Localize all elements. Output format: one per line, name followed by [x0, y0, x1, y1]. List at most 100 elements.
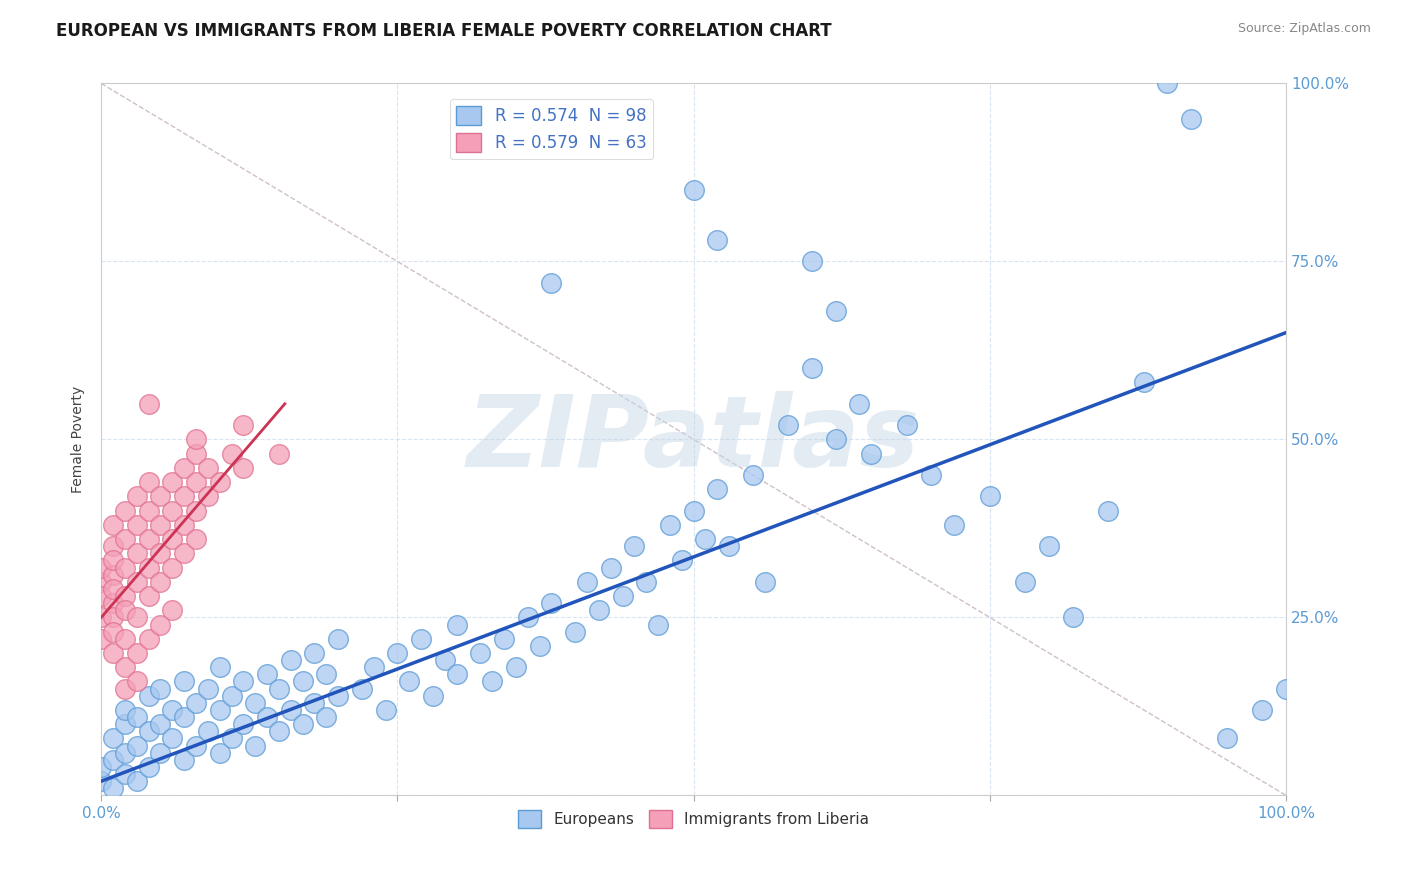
Point	[173, 710, 195, 724]
Point	[125, 610, 148, 624]
Point	[256, 710, 278, 724]
Point	[114, 603, 136, 617]
Point	[208, 660, 231, 674]
Point	[1251, 703, 1274, 717]
Point	[778, 418, 800, 433]
Point	[1038, 539, 1060, 553]
Point	[197, 461, 219, 475]
Point	[516, 610, 538, 624]
Point	[398, 674, 420, 689]
Point	[149, 574, 172, 589]
Point	[184, 433, 207, 447]
Point	[90, 610, 112, 624]
Point	[612, 589, 634, 603]
Point	[599, 560, 621, 574]
Point	[138, 632, 160, 646]
Point	[291, 674, 314, 689]
Point	[256, 667, 278, 681]
Point	[90, 774, 112, 789]
Point	[101, 610, 124, 624]
Point	[101, 624, 124, 639]
Point	[184, 739, 207, 753]
Point	[374, 703, 396, 717]
Point	[979, 489, 1001, 503]
Point	[718, 539, 741, 553]
Point	[896, 418, 918, 433]
Point	[162, 703, 184, 717]
Legend: Europeans, Immigrants from Liberia: Europeans, Immigrants from Liberia	[512, 805, 876, 834]
Point	[315, 667, 337, 681]
Point	[1133, 376, 1156, 390]
Point	[636, 574, 658, 589]
Point	[114, 703, 136, 717]
Point	[173, 674, 195, 689]
Point	[409, 632, 432, 646]
Point	[125, 489, 148, 503]
Point	[540, 276, 562, 290]
Point	[1215, 731, 1237, 746]
Point	[232, 418, 254, 433]
Point	[90, 574, 112, 589]
Point	[114, 632, 136, 646]
Point	[101, 646, 124, 660]
Point	[801, 254, 824, 268]
Point	[101, 781, 124, 796]
Point	[481, 674, 503, 689]
Point	[90, 760, 112, 774]
Point	[1097, 503, 1119, 517]
Point	[114, 746, 136, 760]
Point	[125, 646, 148, 660]
Point	[114, 589, 136, 603]
Point	[197, 489, 219, 503]
Text: EUROPEAN VS IMMIGRANTS FROM LIBERIA FEMALE POVERTY CORRELATION CHART: EUROPEAN VS IMMIGRANTS FROM LIBERIA FEMA…	[56, 22, 832, 40]
Point	[149, 746, 172, 760]
Point	[446, 667, 468, 681]
Point	[470, 646, 492, 660]
Point	[125, 574, 148, 589]
Point	[114, 560, 136, 574]
Point	[138, 560, 160, 574]
Point	[101, 553, 124, 567]
Point	[125, 739, 148, 753]
Point	[221, 731, 243, 746]
Point	[125, 774, 148, 789]
Text: ZIPatlas: ZIPatlas	[467, 391, 920, 488]
Point	[125, 674, 148, 689]
Point	[245, 696, 267, 710]
Point	[184, 503, 207, 517]
Point	[125, 710, 148, 724]
Point	[824, 433, 846, 447]
Point	[492, 632, 515, 646]
Point	[1180, 112, 1202, 126]
Point	[149, 617, 172, 632]
Point	[162, 603, 184, 617]
Point	[304, 646, 326, 660]
Point	[505, 660, 527, 674]
Point	[162, 503, 184, 517]
Point	[101, 582, 124, 596]
Point	[162, 731, 184, 746]
Point	[754, 574, 776, 589]
Point	[184, 447, 207, 461]
Point	[422, 689, 444, 703]
Point	[647, 617, 669, 632]
Point	[1275, 681, 1298, 696]
Point	[173, 546, 195, 560]
Point	[232, 717, 254, 731]
Point	[149, 546, 172, 560]
Point	[101, 596, 124, 610]
Point	[221, 689, 243, 703]
Point	[90, 589, 112, 603]
Point	[184, 696, 207, 710]
Point	[138, 475, 160, 490]
Point	[920, 468, 942, 483]
Point	[315, 710, 337, 724]
Point	[529, 639, 551, 653]
Point	[588, 603, 610, 617]
Point	[1062, 610, 1084, 624]
Point	[801, 361, 824, 376]
Point	[387, 646, 409, 660]
Point	[232, 461, 254, 475]
Point	[138, 724, 160, 739]
Point	[860, 447, 883, 461]
